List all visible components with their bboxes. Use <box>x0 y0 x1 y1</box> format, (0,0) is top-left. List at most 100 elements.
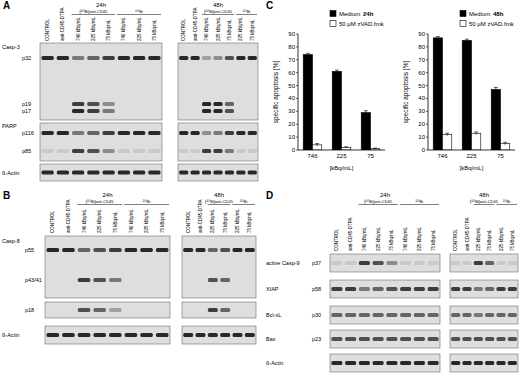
blot-band <box>87 102 99 106</box>
blot-band <box>400 287 411 291</box>
lane-label: 75 kBq/mL <box>113 211 118 233</box>
blot-band <box>414 313 425 317</box>
error-bar <box>344 147 348 148</box>
group-bracket <box>400 204 439 205</box>
group-label: ²¹³Bi <box>135 9 143 14</box>
blot-strip <box>182 326 256 344</box>
protein-label: Bax <box>266 336 276 342</box>
blot-band <box>474 361 483 365</box>
blot-band <box>508 313 517 317</box>
y-tick-label: 70 <box>418 57 425 63</box>
lane-label: CONTROL <box>45 19 50 41</box>
blot-band <box>183 308 193 312</box>
band-label: p23 <box>312 336 321 342</box>
blot-band <box>72 171 84 175</box>
blot-band <box>462 361 471 365</box>
group-label: [²¹³Bi]anti-CD45 <box>205 199 234 204</box>
error-bar <box>335 70 339 73</box>
blot-band <box>103 56 115 60</box>
lane-label: 225 kBq/mL <box>144 208 149 233</box>
blot-band <box>109 308 122 312</box>
blot-band <box>236 102 245 106</box>
y-axis-label: specific apoptosis [%] <box>272 61 280 124</box>
blot-band <box>462 313 471 317</box>
blot-band <box>496 313 505 317</box>
blot-band <box>87 109 99 113</box>
blot-band <box>414 337 425 341</box>
blot-band <box>359 261 370 265</box>
lane-label: 225 kBq/mL <box>417 226 422 251</box>
group-label: [²¹³Bi]anti-CD45 <box>364 199 393 204</box>
bars <box>303 53 380 150</box>
legend-label: 50 µM zVAD.fmk <box>339 21 385 27</box>
x-axis-label: [kBq/mL] <box>460 165 484 171</box>
group-bracket <box>496 204 517 205</box>
blot-band <box>213 109 222 113</box>
blot-band <box>57 149 69 153</box>
blot-band <box>87 56 99 60</box>
blot-band <box>474 313 483 317</box>
x-tick-label: 225 <box>336 153 347 159</box>
lane-label: 746 kBq/mL <box>129 208 134 233</box>
blot-band <box>208 333 218 337</box>
y-tick-label: 90 <box>288 31 295 37</box>
blot-band <box>179 171 188 175</box>
x-tick-label: 225 <box>466 153 477 159</box>
blot-band <box>414 361 425 365</box>
legend-swatch <box>330 11 336 17</box>
blot-band <box>196 248 206 252</box>
blot-strip <box>40 164 162 181</box>
blot-band <box>331 287 342 291</box>
blot-band <box>428 361 439 365</box>
blot-band <box>213 131 222 135</box>
blot-band <box>414 287 425 291</box>
protein-label: Casp-3 <box>2 44 20 50</box>
blot-band <box>72 56 84 60</box>
band-label: p116 <box>22 130 34 136</box>
blot-band <box>373 261 384 265</box>
blot-band <box>133 56 145 60</box>
lane-label: 225 kBq/mL <box>210 208 215 233</box>
blot-band <box>225 56 234 60</box>
blot-band <box>103 102 115 106</box>
blot-band <box>331 261 342 265</box>
blot-band <box>118 171 130 175</box>
blot-band <box>359 361 370 365</box>
blot-band <box>202 149 211 153</box>
blot-band <box>62 333 75 337</box>
lane-label: 225 kBq/mL <box>97 208 102 233</box>
blot-band <box>179 102 188 106</box>
blot-band <box>245 333 255 337</box>
blot-band <box>191 102 200 106</box>
lane-label: 746 kBq/mL <box>76 16 81 41</box>
lane-label: anti-CD45-DTPA <box>348 218 353 251</box>
blot-band <box>428 313 439 317</box>
x-tick-label: 746 <box>437 153 448 159</box>
lane-label: 75 kBq/mL <box>247 211 252 233</box>
blot-band <box>140 333 153 337</box>
blot-band <box>47 248 60 252</box>
blot-band <box>42 171 54 175</box>
blot-band <box>148 131 160 135</box>
bar-chart: 010203040506070809074622575[kBq/mL]speci… <box>402 11 515 172</box>
blot-strip <box>178 164 258 181</box>
lane-label: 75 kBq/mL <box>223 211 228 233</box>
lane-label: 746 kBq/mL <box>82 208 87 233</box>
blot-band <box>183 278 193 282</box>
error-bar <box>306 53 310 56</box>
blot-band <box>183 333 193 337</box>
blot-band <box>451 313 460 317</box>
blot-band <box>451 361 460 365</box>
blot-band <box>57 171 69 175</box>
panel-letter: D <box>266 190 273 201</box>
blot-band <box>248 109 257 113</box>
blot-band <box>213 149 222 153</box>
blot-band <box>156 278 169 282</box>
blot-band <box>118 131 130 135</box>
blot-band <box>233 308 243 312</box>
blot-band <box>428 261 439 265</box>
blot-band <box>345 337 356 341</box>
protein-label: XIAP <box>266 286 279 292</box>
band-label: p43/41 <box>25 277 42 283</box>
blot-band <box>133 109 145 113</box>
